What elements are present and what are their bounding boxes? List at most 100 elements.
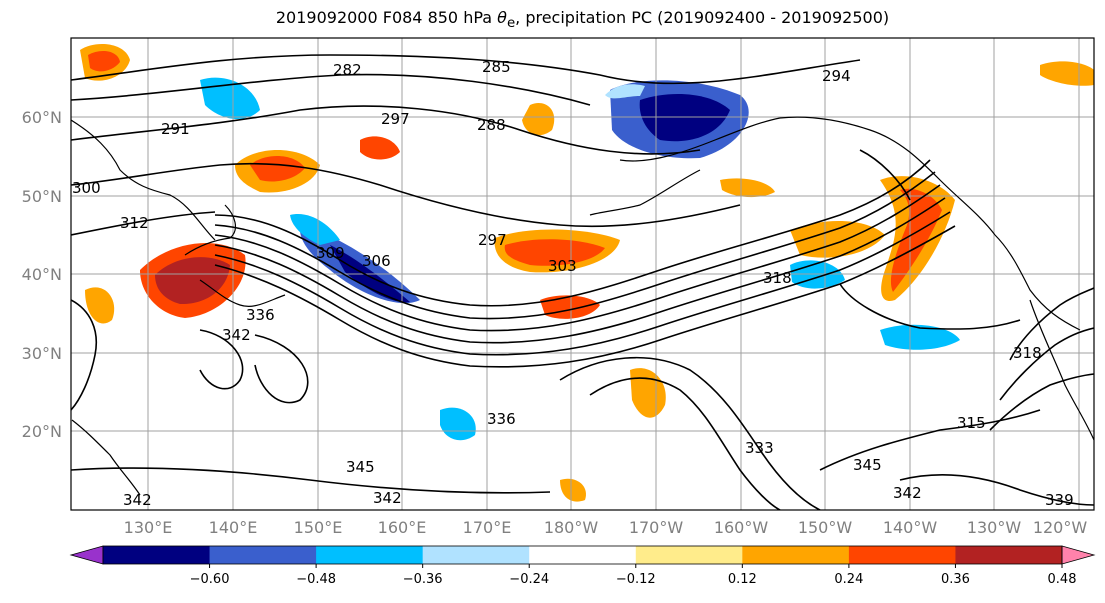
lon-label: 150°W	[798, 518, 853, 537]
contour-label: 291	[161, 120, 190, 138]
lat-label: 20°N	[22, 422, 62, 441]
precip-area	[639, 94, 730, 142]
contour-label: 303	[548, 257, 577, 275]
colorbar-segments	[69, 545, 1096, 565]
map-border	[70, 37, 1095, 511]
colorbar-tick-label: −0.60	[190, 572, 230, 587]
contour-line	[214, 197, 946, 344]
contour-line	[214, 159, 931, 307]
coastlines	[71, 116, 1094, 496]
precip-area	[85, 287, 115, 324]
latitude-labels: 60°N 50°N 40°N 30°N 20°N	[22, 108, 62, 441]
colorbar-tick-label: −0.36	[403, 572, 443, 587]
precip-area	[880, 324, 960, 350]
precip-area	[360, 136, 400, 160]
contour-label: 294	[822, 67, 851, 85]
contour-line	[859, 149, 911, 201]
coastline	[71, 419, 141, 496]
colorbar-tick-label: 0.24	[834, 572, 863, 587]
lat-label: 30°N	[22, 344, 62, 363]
lon-label: 130°W	[967, 518, 1022, 537]
contour-label: 297	[478, 231, 507, 249]
lon-label: 160°E	[378, 518, 427, 537]
contour-label: 288	[477, 116, 506, 134]
contour-line	[71, 211, 216, 236]
precip-area	[88, 50, 120, 72]
contour-line	[71, 54, 861, 85]
contour-label: 345	[853, 456, 882, 474]
contour-label: 300	[72, 179, 101, 197]
precip-area	[522, 102, 555, 136]
colorbar-segment	[209, 546, 317, 564]
theta-e-contours	[71, 54, 1094, 510]
contour-line	[1009, 287, 1094, 361]
precip-area	[560, 478, 586, 502]
contour-label: 306	[362, 252, 391, 270]
precip-area	[504, 239, 605, 266]
lon-label: 120°W	[1033, 518, 1088, 537]
precip-area	[890, 188, 942, 292]
figure-title: 2019092000 F084 850 hPa θe, precipitatio…	[275, 8, 890, 32]
lon-label: 170°E	[463, 518, 512, 537]
precip-area	[720, 178, 775, 198]
lon-label: 160°W	[714, 518, 769, 537]
colorbar: −0.60 −0.48 −0.36 −0.24 −0.12 0.12 0.24 0.36 0.4…	[69, 545, 1096, 587]
precip-area	[440, 407, 476, 441]
colorbar-outline	[102, 545, 1063, 565]
contour-line	[589, 377, 781, 510]
colorbar-segment	[316, 546, 424, 564]
contour-label: 315	[957, 414, 986, 432]
contour-line	[71, 105, 701, 155]
colorbar-tick-label: −0.24	[509, 572, 549, 587]
contour-label: 336	[246, 306, 275, 324]
contour-line	[71, 73, 591, 106]
precip-area	[250, 155, 305, 182]
contour-line	[214, 184, 941, 332]
colorbar-tick-label: 0.12	[728, 572, 757, 587]
contour-line	[214, 225, 956, 368]
contour-line	[199, 329, 244, 390]
contour-line	[214, 171, 936, 320]
contour-line	[379, 184, 741, 228]
colorbar-segment	[103, 546, 211, 564]
contour-label: 342	[373, 489, 402, 507]
precip-area	[1040, 61, 1094, 86]
colorbar-tick-label: 0.36	[941, 572, 970, 587]
colorbar-segment	[529, 546, 637, 564]
colorbar-ticks: −0.60 −0.48 −0.36 −0.24 −0.12 0.12 0.24 0.36 0.4…	[190, 564, 1076, 587]
colorbar-extension-low	[69, 545, 104, 565]
colorbar-segment	[742, 546, 850, 564]
contour-label: 333	[745, 439, 774, 457]
coastline	[779, 116, 996, 236]
lon-label: 140°E	[209, 518, 258, 537]
lon-label: 150°E	[294, 518, 343, 537]
precip-area	[155, 257, 230, 305]
contour-line	[71, 162, 381, 186]
contour-labels: 282 285 294 291 297 288 300 312 309 306 …	[72, 58, 1074, 509]
contour-line	[899, 474, 1094, 506]
lon-label: 130°E	[124, 518, 173, 537]
coastline	[199, 279, 286, 307]
coastline	[71, 119, 216, 241]
lon-label: 170°W	[629, 518, 684, 537]
lat-label: 60°N	[22, 108, 62, 127]
contour-label: 336	[487, 410, 516, 428]
contour-line	[71, 299, 97, 411]
lat-label: 50°N	[22, 187, 62, 206]
contour-label: 297	[381, 110, 410, 128]
colorbar-segment	[848, 546, 956, 564]
contour-line	[254, 334, 309, 404]
colorbar-segment	[422, 546, 530, 564]
colorbar-tick-label: −0.48	[296, 572, 336, 587]
contour-line	[839, 283, 1021, 330]
contour-label: 312	[120, 214, 149, 232]
contour-line	[989, 373, 1094, 431]
colorbar-segment	[635, 546, 743, 564]
contour-label: 342	[893, 484, 922, 502]
contour-label: 318	[763, 269, 792, 287]
contour-line	[819, 409, 1041, 471]
lat-label: 40°N	[22, 265, 62, 284]
coastline	[619, 117, 781, 162]
precip-area	[200, 77, 260, 120]
longitude-labels: 130°E 140°E 150°E 160°E 170°E 180°W 170°…	[124, 518, 1088, 537]
